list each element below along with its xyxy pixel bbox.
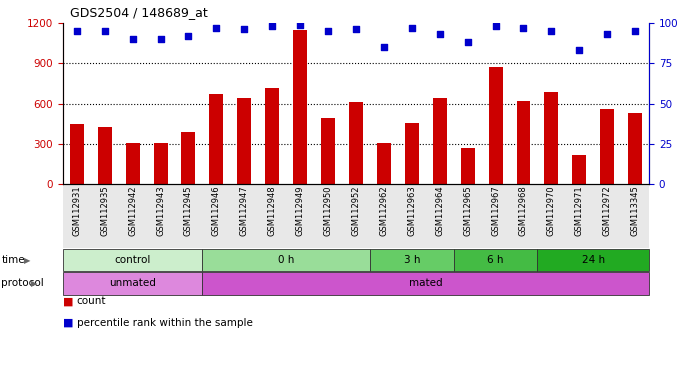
Point bbox=[322, 28, 334, 34]
Text: time: time bbox=[1, 255, 25, 265]
Bar bbox=[433, 98, 447, 184]
Point bbox=[183, 33, 194, 39]
Text: count: count bbox=[77, 296, 106, 306]
Point bbox=[630, 28, 641, 34]
Bar bbox=[321, 118, 335, 184]
Point bbox=[350, 26, 362, 33]
Point bbox=[71, 28, 82, 34]
Point bbox=[378, 44, 389, 50]
Bar bbox=[237, 98, 251, 184]
Text: mated: mated bbox=[409, 278, 443, 288]
Bar bbox=[572, 156, 586, 184]
Bar bbox=[405, 123, 419, 184]
Point bbox=[267, 23, 278, 29]
Point bbox=[602, 31, 613, 37]
Point bbox=[239, 26, 250, 33]
Point bbox=[211, 25, 222, 31]
Bar bbox=[517, 101, 530, 184]
Text: 3 h: 3 h bbox=[403, 255, 420, 265]
Bar bbox=[377, 143, 391, 184]
Text: 24 h: 24 h bbox=[581, 255, 605, 265]
Point bbox=[546, 28, 557, 34]
Point bbox=[490, 23, 501, 29]
Point bbox=[155, 36, 166, 42]
Point bbox=[574, 47, 585, 53]
Text: ■: ■ bbox=[63, 318, 73, 328]
Point bbox=[127, 36, 138, 42]
Text: ■: ■ bbox=[63, 296, 73, 306]
Text: control: control bbox=[114, 255, 151, 265]
Bar bbox=[126, 143, 140, 184]
Point bbox=[295, 22, 306, 28]
Point bbox=[518, 25, 529, 31]
Bar bbox=[628, 113, 642, 184]
Bar bbox=[544, 92, 558, 184]
Point bbox=[434, 31, 445, 37]
Bar bbox=[349, 103, 363, 184]
Point bbox=[406, 25, 417, 31]
Text: percentile rank within the sample: percentile rank within the sample bbox=[77, 318, 253, 328]
Bar bbox=[461, 148, 475, 184]
Text: ▶: ▶ bbox=[24, 256, 30, 265]
Text: 0 h: 0 h bbox=[278, 255, 295, 265]
Bar bbox=[98, 127, 112, 184]
Text: ▶: ▶ bbox=[31, 279, 37, 288]
Text: GDS2504 / 148689_at: GDS2504 / 148689_at bbox=[70, 6, 207, 19]
Text: 6 h: 6 h bbox=[487, 255, 504, 265]
Point bbox=[99, 28, 110, 34]
Bar bbox=[293, 30, 307, 184]
Bar bbox=[209, 94, 223, 184]
Bar bbox=[70, 124, 84, 184]
Bar bbox=[154, 143, 168, 184]
Text: protocol: protocol bbox=[1, 278, 43, 288]
Bar bbox=[265, 88, 279, 184]
Bar bbox=[600, 109, 614, 184]
Bar bbox=[489, 68, 503, 184]
Text: unmated: unmated bbox=[109, 278, 156, 288]
Bar bbox=[181, 132, 195, 184]
Point bbox=[462, 39, 473, 45]
